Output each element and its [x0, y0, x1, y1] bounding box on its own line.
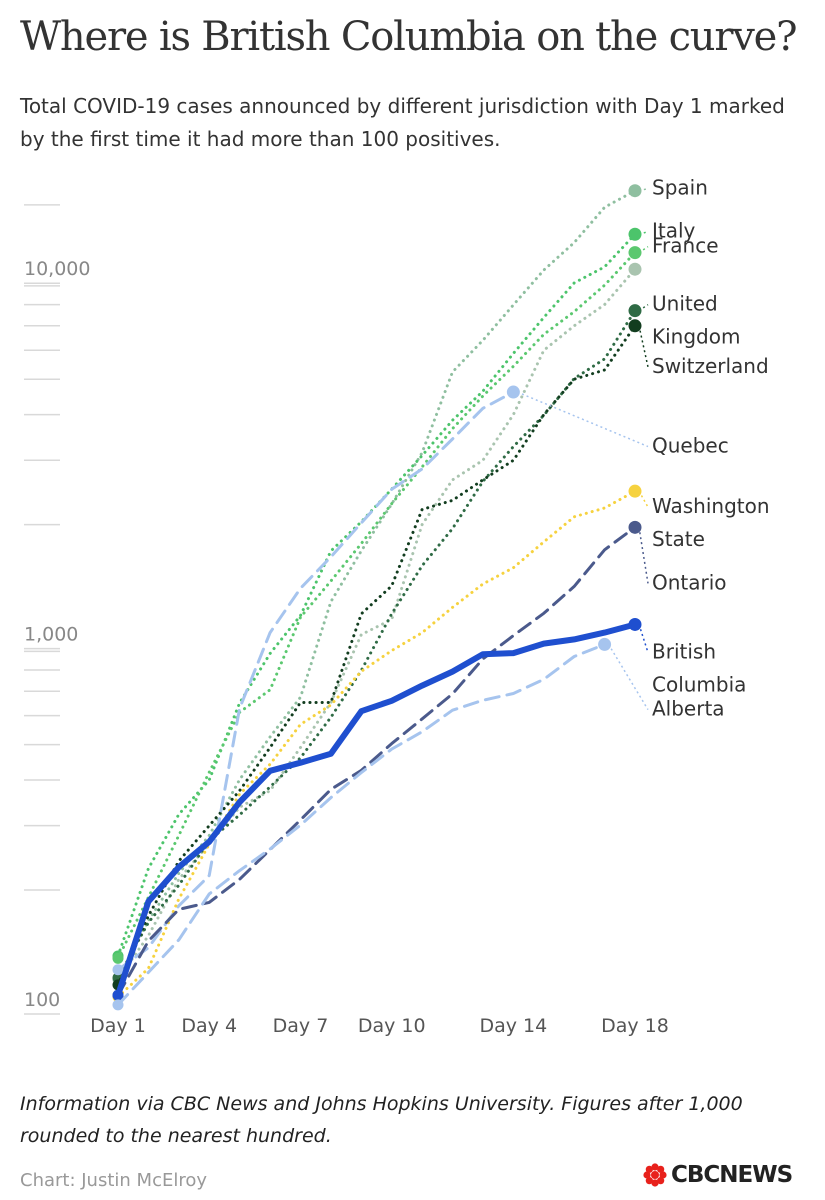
series-leader-british-columbia: [638, 624, 649, 653]
y-tick-label: 100: [24, 989, 60, 1011]
chart-credit: Chart: Justin McElroy: [20, 1170, 208, 1191]
chart-subtitle: Total COVID-19 cases announced by differ…: [20, 94, 785, 151]
x-tick-label: Day 4: [181, 1015, 237, 1037]
series-leader-washington-state: [638, 490, 649, 508]
y-tick-label: 10,000: [24, 258, 90, 280]
series-line-france: [116, 251, 637, 960]
series-end-point-switzerland: [628, 319, 642, 333]
series-label-alberta: Alberta: [652, 697, 725, 721]
x-tick-label: Day 10: [358, 1015, 426, 1037]
series-label-ontario: Ontario: [652, 570, 727, 594]
series-label-united-kingdom: United: [652, 292, 718, 316]
x-tick-label: Day 1: [90, 1015, 146, 1037]
cbc-gem-icon: [643, 1163, 667, 1187]
series-end-point-ontario: [628, 520, 642, 534]
series-label-france: France: [652, 234, 719, 258]
series-leader-switzerland: [638, 325, 649, 368]
series-line-united-kingdom: [116, 309, 637, 980]
x-tick-label: Day 14: [479, 1015, 547, 1037]
series-leader-ontario: [638, 527, 649, 584]
series-end-point-alberta: [598, 637, 612, 651]
series-end-point-italy: [628, 227, 642, 241]
x-tick-label: Day 18: [601, 1015, 669, 1037]
x-tick-label: Day 7: [273, 1015, 329, 1037]
series-start-point-quebec: [112, 964, 124, 976]
y-tick-label: 1,000: [24, 624, 78, 646]
series-label-washington-state: State: [652, 527, 705, 551]
series-line-washington-state: [116, 489, 637, 999]
series-line-quebec: [116, 390, 515, 972]
series-leader-france: [638, 246, 649, 254]
series-start-point-alberta: [112, 999, 124, 1011]
series-start-point-british-columbia: [112, 989, 124, 1001]
series-line-british-columbia: [115, 621, 638, 999]
series-label-spain: Spain: [652, 176, 708, 200]
series-leader-quebec: [517, 391, 649, 448]
series-label-british-columbia: Columbia: [652, 673, 746, 697]
series-line-alberta: [116, 642, 607, 1007]
series-leader-alberta: [607, 644, 649, 711]
chart-title: Where is British Columbia on the curve?: [20, 14, 798, 60]
series-end-point-france: [628, 246, 642, 260]
cbc-news-logo[interactable]: CBCNEWS: [642, 1162, 793, 1188]
series-line-switzerland: [116, 324, 637, 987]
series-end-point-united-kingdom: [628, 304, 642, 318]
logo-text: CBCNEWS: [671, 1162, 793, 1188]
series-start-point-france: [112, 952, 124, 964]
series-leader-spain: [638, 187, 649, 192]
series-end-point-washington-state: [628, 484, 642, 498]
series-label-united-kingdom: Kingdom: [652, 325, 740, 349]
series-label-british-columbia: British: [652, 640, 716, 664]
series-leader-united-kingdom: [638, 304, 649, 312]
series-label-italy: Italy: [652, 219, 696, 243]
series-leader-italy: [638, 230, 649, 235]
series-end-point-quebec: [506, 385, 520, 399]
series-label-quebec: Quebec: [652, 434, 729, 458]
series-end-point-spain: [628, 184, 642, 198]
source-note: Information via CBC News and Johns Hopki…: [20, 1093, 743, 1147]
series-line-italy: [116, 232, 637, 958]
series-end-point-switzerland-series: [628, 262, 642, 276]
series-line-switzerland-series: [116, 267, 637, 981]
series-label-washington-state: Washington: [652, 494, 770, 518]
series-label-switzerland: Switzerland: [652, 354, 769, 378]
series-line-spain: [116, 189, 637, 981]
covid-curve-chart: 100 1,000 10,000 Day 1 Day 4 Day 7 Day 10 Day 1…: [24, 176, 770, 1037]
series-end-point-british-columbia: [628, 617, 642, 631]
